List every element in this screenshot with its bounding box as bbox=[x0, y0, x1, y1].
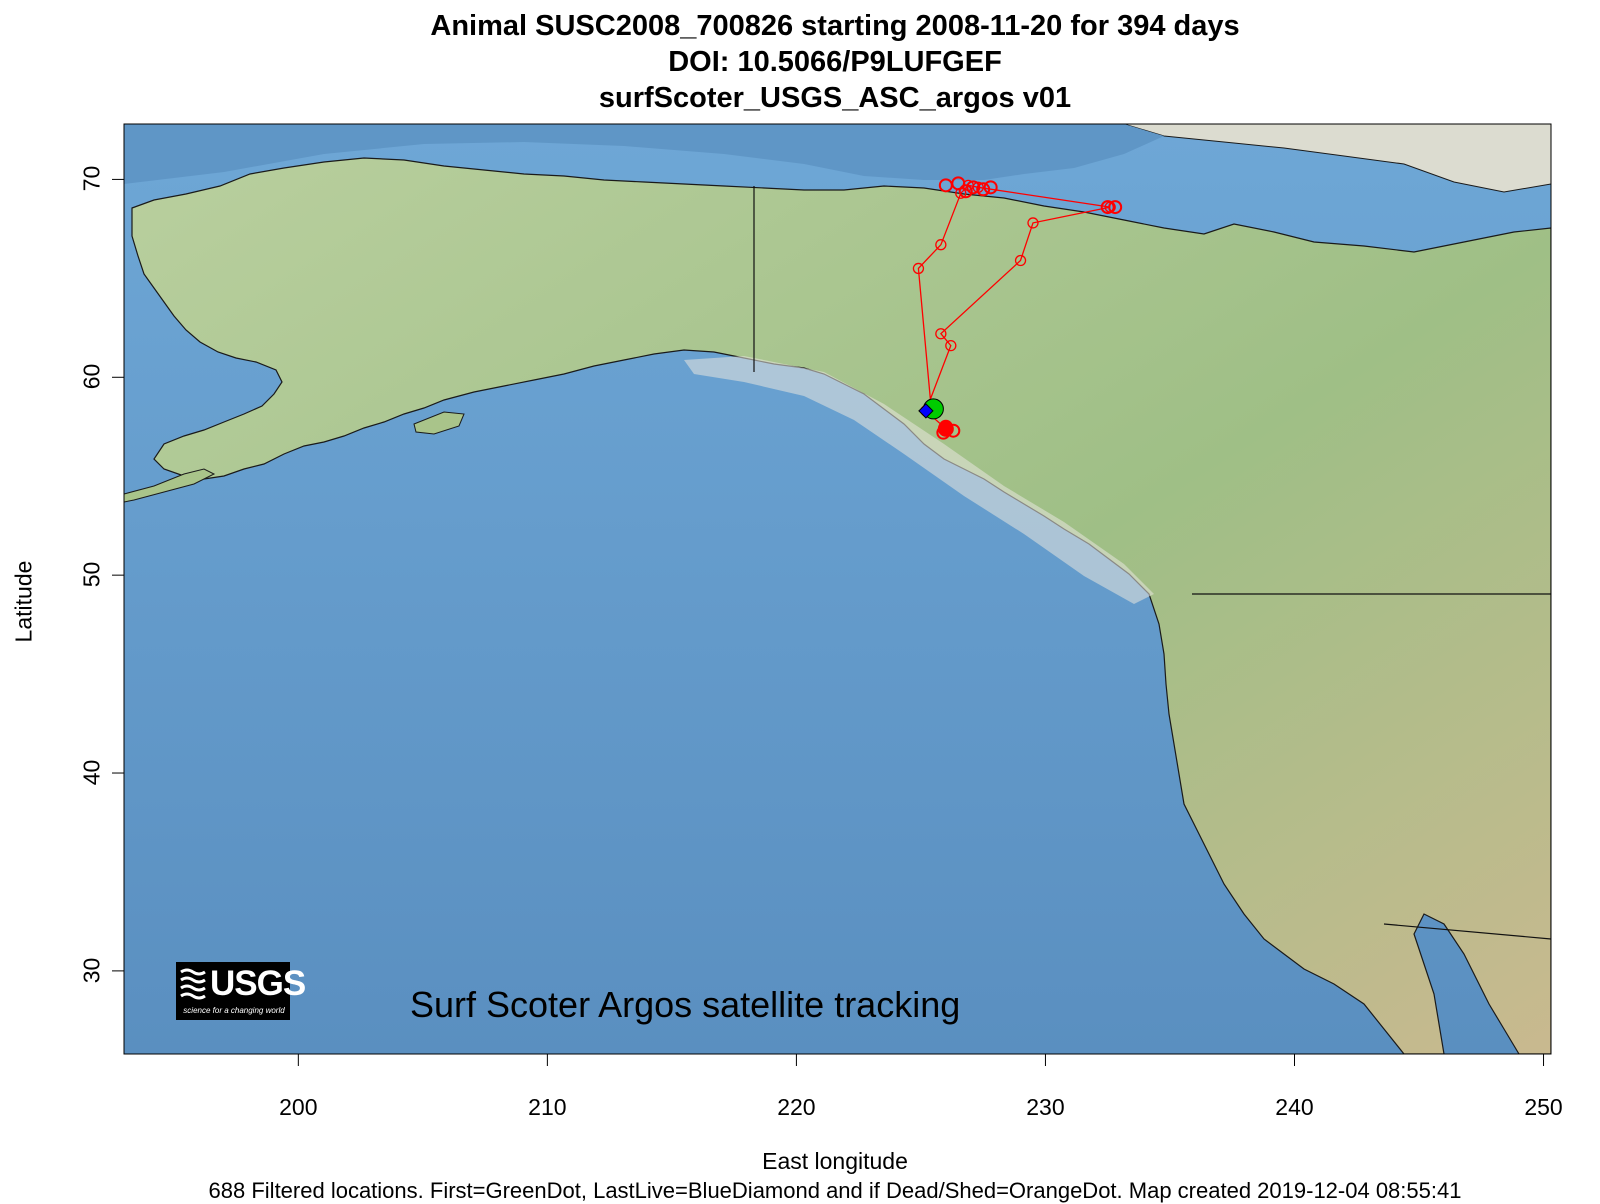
map-canvas bbox=[124, 124, 1551, 1054]
map-caption: Surf Scoter Argos satellite tracking bbox=[410, 984, 961, 1025]
y-axis-title: Latitude bbox=[10, 560, 37, 643]
map-title-line-3: surfScoter_USGS_ASC_argos v01 bbox=[598, 82, 1072, 114]
usgs-logo-word: USGS bbox=[210, 964, 306, 1003]
y-tick-label: 70 bbox=[78, 166, 105, 192]
location-cluster bbox=[937, 420, 954, 437]
y-axis-ticks bbox=[112, 178, 124, 972]
footer-note: 688 Filtered locations. First=GreenDot, … bbox=[208, 1178, 1462, 1203]
x-axis-ticks bbox=[297, 1054, 1545, 1066]
x-axis-title: East longitude bbox=[762, 1148, 908, 1174]
map-title-line-1: Animal SUSC2008_700826 starting 2008-11-… bbox=[430, 10, 1240, 42]
y-tick-label: 60 bbox=[78, 363, 105, 390]
x-tick-label: 230 bbox=[1026, 1094, 1065, 1120]
usgs-wave-icon bbox=[180, 968, 206, 1000]
usgs-logo-tagline: science for a changing world bbox=[183, 1006, 285, 1015]
x-tick-label: 200 bbox=[279, 1094, 318, 1120]
y-tick-label: 30 bbox=[78, 957, 105, 984]
map-title-line-2: DOI: 10.5066/P9LUFGEF bbox=[668, 46, 1002, 78]
y-tick-label: 50 bbox=[78, 561, 105, 588]
x-tick-label: 220 bbox=[777, 1094, 816, 1120]
x-tick-label: 240 bbox=[1275, 1094, 1314, 1120]
y-tick-label: 40 bbox=[78, 759, 105, 786]
map-panel[interactable] bbox=[124, 124, 1551, 1054]
x-tick-label: 210 bbox=[528, 1094, 567, 1120]
usgs-logo: USGS science for a changing world bbox=[176, 962, 306, 1020]
x-tick-label: 250 bbox=[1524, 1094, 1563, 1120]
